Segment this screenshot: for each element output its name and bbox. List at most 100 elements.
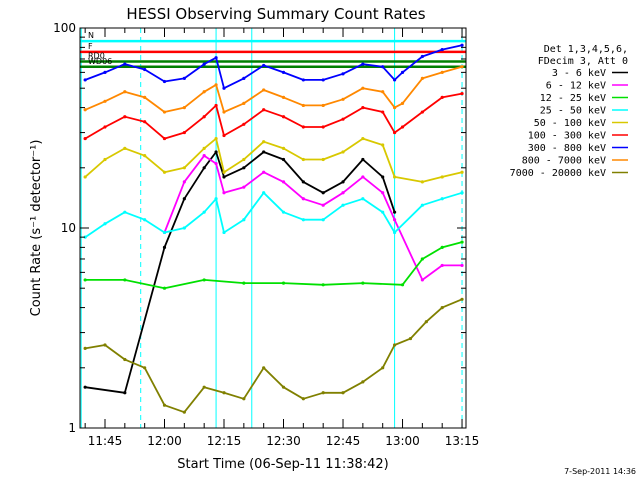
data-point (301, 197, 305, 201)
data-point (202, 90, 206, 94)
data-point (214, 103, 218, 108)
data-point (392, 78, 397, 82)
data-point (460, 170, 464, 174)
data-point (202, 166, 206, 170)
data-point (392, 343, 397, 347)
data-point (341, 72, 345, 76)
data-point (420, 278, 424, 282)
data-point (341, 391, 345, 395)
data-point (424, 320, 428, 324)
data-point (262, 150, 266, 154)
data-point (381, 90, 385, 94)
series-line (85, 298, 463, 414)
data-point (440, 263, 444, 268)
data-point (281, 70, 286, 74)
data-point (460, 263, 464, 268)
data-point (321, 218, 325, 222)
flag-label: N (88, 31, 94, 40)
data-point (222, 391, 226, 395)
data-point (162, 230, 167, 235)
data-point (301, 103, 305, 108)
data-point (83, 175, 87, 179)
data-point (202, 115, 206, 119)
data-point (361, 175, 365, 179)
plot-frame (79, 27, 467, 429)
data-point (222, 170, 226, 174)
data-point (400, 125, 405, 129)
data-point (321, 191, 325, 195)
data-point (103, 70, 107, 74)
legend-title: FDecim 3, Att 0 (538, 56, 628, 67)
series-line (84, 191, 463, 238)
data-point (440, 175, 444, 179)
data-point (361, 197, 365, 201)
data-point (222, 133, 226, 138)
legend-entry-label: 50 - 100 keV (534, 118, 606, 129)
data-point (408, 336, 413, 341)
data-point (162, 403, 167, 407)
data-point (222, 175, 226, 179)
data-point (420, 203, 424, 207)
legend-entry-label: 25 - 50 keV (540, 106, 606, 117)
data-point (182, 180, 186, 184)
data-point (182, 166, 186, 170)
y-tick-label: 100 (53, 21, 76, 35)
data-point (262, 88, 266, 92)
data-point (214, 161, 218, 166)
data-point (262, 140, 266, 144)
legend: Det 1,3,4,5,6,FDecim 3, Att 03 - 6 keV 6 … (510, 44, 628, 179)
data-point (162, 286, 167, 290)
x-tick-label: 12:30 (266, 434, 301, 448)
data-point (222, 86, 226, 90)
legend-entry-label: 6 - 12 keV (546, 81, 606, 92)
data-point (182, 197, 186, 201)
data-point (392, 230, 397, 235)
y-axis-label: Count Rate (s⁻¹ detector⁻¹) (29, 140, 44, 317)
data-point (440, 95, 444, 99)
data-point (420, 110, 424, 114)
data-point (281, 385, 286, 389)
legend-entry-label: 800 - 7000 keV (522, 156, 606, 167)
data-point (262, 191, 266, 195)
data-point (301, 78, 305, 82)
data-point (361, 281, 365, 285)
x-tick-label: 12:00 (147, 434, 182, 448)
flag-label: F (88, 42, 93, 51)
data-point (123, 210, 127, 214)
data-point (392, 130, 397, 135)
data-point (202, 210, 206, 214)
data-point (281, 146, 286, 151)
data-point (301, 397, 305, 401)
data-point (400, 283, 405, 287)
data-point (361, 157, 365, 162)
data-point (143, 218, 147, 222)
data-point (321, 78, 325, 82)
flag-label: RD0 (88, 51, 105, 60)
data-point (420, 76, 424, 80)
data-point (182, 226, 186, 230)
data-point (143, 120, 147, 124)
data-point (400, 70, 405, 74)
data-point (321, 203, 325, 207)
data-point (103, 125, 107, 129)
data-point (242, 166, 246, 170)
data-point (460, 240, 464, 244)
y-tick-label: 10 (61, 221, 76, 235)
data-point (123, 90, 127, 94)
legend-entry-label: 300 - 800 keV (528, 143, 606, 154)
data-point (143, 67, 147, 72)
data-point (242, 185, 246, 189)
data-point (361, 105, 365, 110)
data-point (460, 43, 464, 47)
data-point (321, 157, 325, 162)
data-point (182, 130, 186, 135)
data-point (440, 70, 444, 74)
data-point (381, 175, 385, 179)
data-point (103, 157, 107, 162)
data-point (341, 203, 345, 207)
legend-entry-label: 100 - 300 keV (528, 131, 606, 142)
data-point (143, 366, 147, 370)
data-point (341, 97, 345, 101)
data-point (202, 62, 206, 66)
